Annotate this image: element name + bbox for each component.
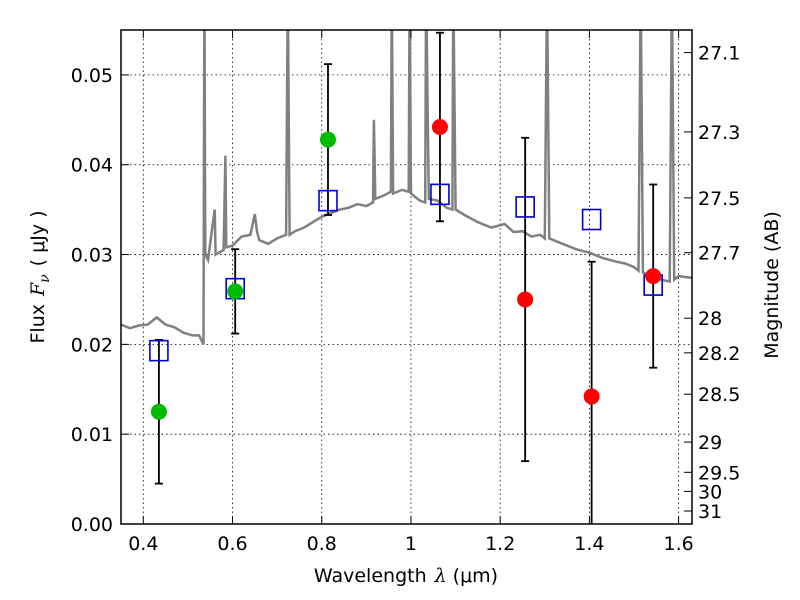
y2-tick-label: 27.5 [698,188,740,210]
x-tick-label: 0.8 [307,533,337,555]
x-tick-label: 1.2 [485,533,515,555]
y-tick-label: 0.01 [71,424,113,446]
model-square-marker [149,339,169,362]
model-square-marker [515,196,535,218]
y2-tick-label: 30 [698,481,722,503]
y-tick-label: 0.04 [71,155,113,177]
y-tick-label: 0.05 [71,65,113,87]
y-axis-label-word: Flux [27,304,49,344]
x-tick-label: 0.4 [128,533,158,555]
model-square-marker [318,189,338,212]
y2-tick-label: 27.1 [698,43,740,65]
x-tick-label: 1.6 [664,533,694,555]
detection-point [227,283,244,300]
x-axis-label: Wavelength λ (μm) [314,565,498,587]
detection-point [517,291,534,308]
detection-point [319,131,336,148]
y-tick-label: 0.02 [71,334,113,356]
model-photometry-markers [149,183,663,362]
y2-tick-label: 28.2 [698,343,740,365]
y-axis-tick-labels: 0.00 0.01 0.02 0.03 0.04 0.05 [71,65,113,536]
y-tick-label: 0.03 [71,245,113,267]
x-tick-label: 0.6 [217,533,247,555]
detection-point [150,403,167,420]
y-axis-label: Flux Fν ( μJy ) [27,210,53,343]
x-axis-label-word: Wavelength [314,565,427,587]
y2-tick-label: 29.5 [698,462,740,484]
x-tick-label: 1 [405,533,417,555]
y2-tick-label: 29 [698,432,722,454]
x-axis-label-lambda: λ [434,565,447,587]
y2-axis-label: Magnitude (AB) [761,211,783,359]
y2-tick-label: 28.5 [698,384,740,406]
y-axis-label-units: ( μJy ) [27,210,49,266]
y2-tick-label: 27.3 [698,122,740,144]
plot-area [121,30,692,524]
detection-point [645,268,662,285]
y-axis-label-nu: ν [37,274,53,283]
y-axis-label-f: F [27,282,49,297]
plot-frame [120,29,693,525]
observed-photometry-markers [150,119,662,420]
y-tick-label: 0.00 [71,514,113,536]
y2-tick-label: 31 [698,501,722,523]
error-bars [154,31,658,524]
x-tick-label: 1.4 [574,533,604,555]
detection-point [583,388,600,405]
grid [121,30,692,525]
model-spectrum-line [121,30,692,345]
model-square-marker [430,183,450,206]
model-square-marker [581,208,602,231]
detection-point [431,119,448,136]
axis-ticks [121,30,692,525]
x-axis-tick-labels: 0.4 0.6 0.8 1 1.2 1.4 1.6 [128,533,694,555]
y2-tick-label: 28 [698,308,722,330]
y2-tick-label: 27.7 [698,243,740,265]
x-axis-label-units: (μm) [453,565,498,587]
